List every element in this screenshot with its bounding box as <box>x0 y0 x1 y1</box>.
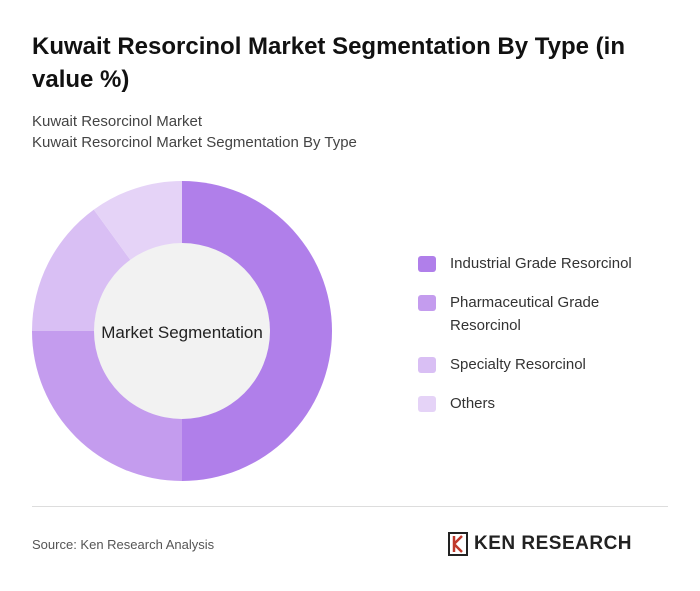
subtitle: Kuwait Resorcinol Market <box>32 113 203 130</box>
legend-swatch <box>418 295 436 311</box>
source: Source: Ken Research Analysis <box>32 537 215 552</box>
legend-swatch <box>418 357 436 373</box>
logo-icon <box>448 532 468 556</box>
title: Kuwait Resorcinol Market Segmentation By… <box>32 33 625 93</box>
legend: Industrial Grade Resorcinol Pharmaceutica… <box>418 252 668 431</box>
donut-hole <box>94 243 270 419</box>
legend-item: Industrial Grade Resorcinol <box>418 252 668 275</box>
legend-label: Industrial Grade Resorcinol <box>450 255 632 272</box>
legend-swatch <box>418 256 436 272</box>
legend-item: Others <box>418 392 668 415</box>
divider <box>32 506 668 507</box>
legend-label: Pharmaceutical Grade Resorcinol <box>450 294 600 334</box>
legend-label: Others <box>450 395 496 412</box>
logo-text: KEN RESEARCH <box>474 533 633 554</box>
legend-item: Specialty Resorcinol <box>418 353 668 376</box>
center-label: Market Segmentation <box>101 323 263 342</box>
legend-label: Specialty Resorcinol <box>450 356 586 373</box>
legend-swatch <box>418 396 436 412</box>
logo: KEN RESEARCH <box>448 532 632 556</box>
legend-item: Pharmaceutical Grade Resorcinol <box>418 291 668 337</box>
subtitle-2: Kuwait Resorcinol Market Segmentation By… <box>32 134 357 151</box>
